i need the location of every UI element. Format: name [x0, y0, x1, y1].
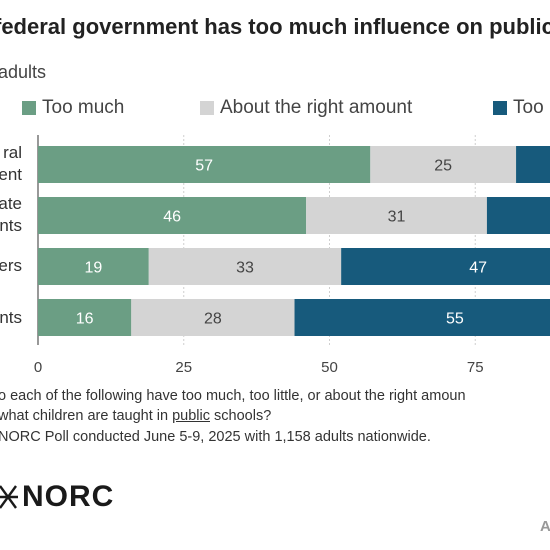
x-tick-label: 0	[34, 359, 42, 376]
data-label: 33	[236, 260, 254, 277]
bar-segment	[370, 146, 517, 183]
legend-label: Too much	[42, 97, 125, 118]
data-label: 46	[163, 209, 181, 226]
legend-label: Too	[513, 97, 544, 118]
data-label: 31	[388, 209, 406, 226]
stacked-bar-chart: 5725463121933471628550255075	[34, 135, 550, 376]
bar-segment	[38, 299, 132, 336]
legend-item-too-much: Too much	[22, 97, 124, 119]
x-tick-label: 50	[321, 359, 338, 376]
legend-swatch	[493, 101, 507, 115]
category-label: nts	[0, 308, 22, 327]
data-label: 19	[84, 260, 102, 277]
data-label: 25	[434, 158, 452, 175]
category-label: ate	[0, 194, 22, 213]
bar-segment	[341, 248, 550, 285]
bar-segment	[38, 197, 307, 234]
footnote-text: schools?	[210, 408, 272, 424]
bar-segment	[486, 197, 550, 234]
norc-logo: NORC	[0, 480, 114, 514]
data-label: 55	[446, 311, 464, 328]
category-label: ral	[3, 143, 22, 162]
legend-swatch	[22, 101, 36, 115]
bar-segment	[148, 248, 342, 285]
bar-segment	[131, 299, 295, 336]
data-label: 28	[204, 311, 222, 328]
category-label: ent	[0, 165, 22, 184]
data-label: 47	[469, 260, 487, 277]
data-label: 16	[76, 311, 94, 328]
footnote-underlined: public	[172, 408, 210, 424]
footnote-source: NORC Poll conducted June 5-9, 2025 with …	[0, 429, 431, 445]
chart-subtitle: adults	[0, 62, 47, 82]
logo-mark-icon	[0, 485, 18, 509]
legend-label: About the right amount	[220, 97, 413, 118]
credit-mark: A	[540, 518, 550, 535]
legend-item-too: Too	[493, 97, 544, 119]
footnote-question: o each of the following have too much, t…	[0, 388, 466, 404]
data-label: 57	[195, 158, 213, 175]
bar-segment	[38, 146, 371, 183]
bar-segment	[306, 197, 487, 234]
legend: Too much About the right amount Too	[0, 97, 550, 123]
category-label: ers	[0, 256, 22, 275]
x-tick-label: 25	[175, 359, 192, 376]
logo-text: NORC	[22, 480, 115, 513]
bar-segment	[38, 248, 149, 285]
bar-segment	[294, 299, 550, 336]
legend-item-about-right: About the right amount	[200, 97, 412, 119]
chart-title: federal government has too much influenc…	[0, 14, 550, 39]
footnote-text: what children are taught in	[0, 408, 173, 424]
bar-segment	[516, 146, 550, 183]
legend-swatch	[200, 101, 214, 115]
x-tick-label: 75	[467, 359, 484, 376]
category-label: nts	[0, 216, 22, 235]
footnote-question-cont: what children are taught in public schoo…	[0, 408, 271, 424]
